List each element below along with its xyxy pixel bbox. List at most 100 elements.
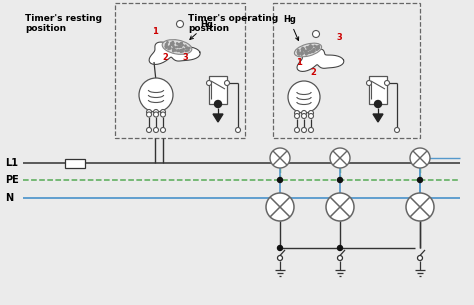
Bar bbox=[209, 76, 227, 104]
Circle shape bbox=[303, 48, 304, 49]
Circle shape bbox=[161, 109, 165, 114]
Circle shape bbox=[318, 47, 319, 49]
Text: N: N bbox=[5, 193, 13, 203]
Circle shape bbox=[168, 48, 169, 50]
Circle shape bbox=[326, 193, 354, 221]
Circle shape bbox=[311, 46, 313, 47]
Circle shape bbox=[185, 50, 186, 52]
Circle shape bbox=[294, 127, 300, 132]
Circle shape bbox=[374, 101, 382, 107]
Circle shape bbox=[294, 113, 300, 119]
Circle shape bbox=[307, 52, 308, 54]
Text: 2: 2 bbox=[310, 68, 316, 77]
Circle shape bbox=[298, 51, 299, 53]
Circle shape bbox=[178, 50, 179, 51]
Circle shape bbox=[288, 81, 320, 113]
Circle shape bbox=[314, 50, 315, 52]
Circle shape bbox=[173, 48, 174, 49]
Circle shape bbox=[294, 110, 300, 116]
Circle shape bbox=[174, 49, 176, 51]
Circle shape bbox=[394, 127, 400, 132]
Circle shape bbox=[169, 46, 170, 47]
Circle shape bbox=[165, 45, 166, 47]
Circle shape bbox=[410, 148, 430, 168]
Circle shape bbox=[302, 47, 303, 49]
Circle shape bbox=[301, 127, 307, 132]
Circle shape bbox=[186, 48, 187, 49]
Ellipse shape bbox=[294, 43, 322, 57]
Circle shape bbox=[176, 46, 177, 48]
Circle shape bbox=[303, 48, 304, 50]
Bar bbox=[65, 159, 85, 167]
Circle shape bbox=[306, 54, 307, 55]
Text: PE: PE bbox=[5, 175, 19, 185]
Circle shape bbox=[418, 178, 422, 182]
Circle shape bbox=[317, 48, 318, 50]
Circle shape bbox=[165, 46, 167, 47]
Circle shape bbox=[182, 45, 183, 46]
Circle shape bbox=[309, 48, 310, 50]
Circle shape bbox=[314, 45, 315, 47]
Circle shape bbox=[305, 52, 306, 53]
Circle shape bbox=[181, 42, 182, 44]
Circle shape bbox=[146, 112, 152, 117]
Circle shape bbox=[366, 81, 372, 85]
Circle shape bbox=[301, 52, 302, 53]
Circle shape bbox=[166, 46, 167, 48]
Circle shape bbox=[225, 81, 229, 85]
Circle shape bbox=[307, 49, 309, 51]
Circle shape bbox=[298, 49, 299, 51]
Circle shape bbox=[173, 49, 174, 50]
Circle shape bbox=[176, 20, 183, 27]
Circle shape bbox=[330, 148, 350, 168]
Circle shape bbox=[309, 46, 310, 47]
Circle shape bbox=[171, 44, 173, 45]
Circle shape bbox=[312, 50, 314, 51]
Text: Hg: Hg bbox=[283, 15, 299, 41]
Circle shape bbox=[301, 49, 302, 50]
Bar bbox=[273, 3, 420, 138]
Circle shape bbox=[154, 127, 158, 132]
Circle shape bbox=[176, 43, 178, 44]
Circle shape bbox=[215, 101, 221, 107]
Circle shape bbox=[165, 45, 167, 47]
Bar bbox=[115, 3, 245, 138]
Circle shape bbox=[161, 127, 165, 132]
Circle shape bbox=[180, 51, 182, 52]
Circle shape bbox=[171, 43, 172, 44]
Circle shape bbox=[173, 46, 174, 47]
Circle shape bbox=[236, 127, 240, 132]
Circle shape bbox=[173, 43, 174, 45]
Circle shape bbox=[174, 47, 175, 48]
Circle shape bbox=[337, 256, 343, 260]
Circle shape bbox=[406, 193, 434, 221]
Circle shape bbox=[266, 193, 294, 221]
Circle shape bbox=[187, 47, 188, 48]
Circle shape bbox=[174, 50, 176, 51]
Bar bbox=[369, 76, 387, 104]
Circle shape bbox=[139, 78, 173, 112]
Circle shape bbox=[384, 81, 390, 85]
Circle shape bbox=[166, 44, 167, 45]
Circle shape bbox=[312, 51, 314, 52]
Text: L1: L1 bbox=[5, 158, 18, 168]
Circle shape bbox=[309, 113, 313, 119]
Circle shape bbox=[298, 53, 299, 54]
Circle shape bbox=[312, 50, 313, 52]
Polygon shape bbox=[149, 40, 200, 64]
Circle shape bbox=[302, 49, 304, 51]
Text: Hg: Hg bbox=[190, 20, 213, 39]
Circle shape bbox=[173, 50, 174, 52]
Circle shape bbox=[146, 109, 152, 114]
Circle shape bbox=[304, 50, 306, 52]
Circle shape bbox=[316, 47, 317, 48]
Circle shape bbox=[154, 109, 158, 114]
Circle shape bbox=[309, 127, 313, 132]
Text: 3: 3 bbox=[336, 33, 342, 42]
Circle shape bbox=[188, 49, 189, 51]
Circle shape bbox=[182, 51, 183, 52]
Circle shape bbox=[171, 44, 172, 45]
Circle shape bbox=[302, 53, 304, 54]
Circle shape bbox=[301, 110, 307, 116]
Circle shape bbox=[316, 49, 318, 50]
